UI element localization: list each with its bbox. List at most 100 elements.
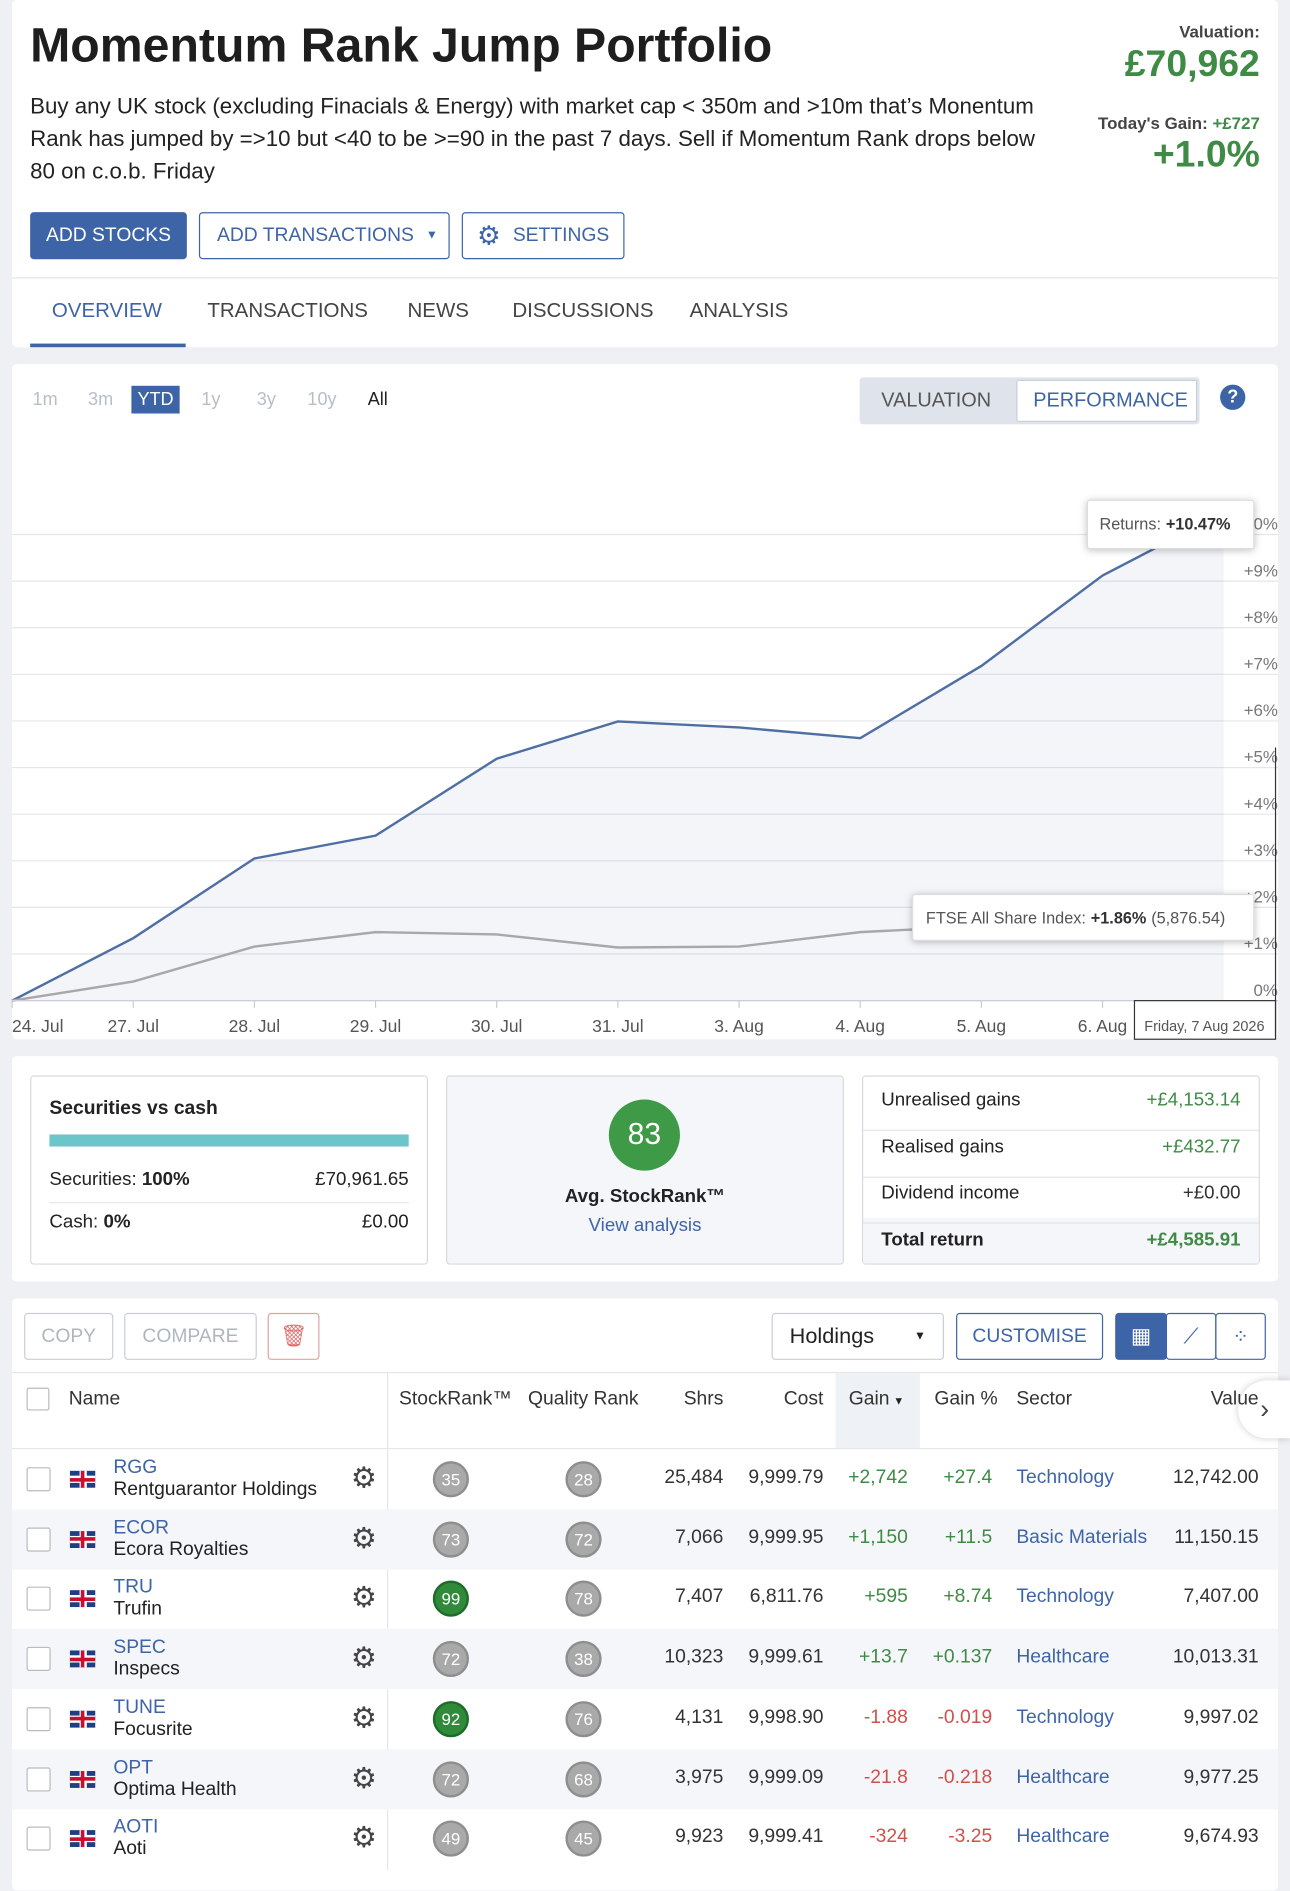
gear[interactable]: ⚙ [350,1761,377,1795]
view-select[interactable]: Holdings ▼ [771,1312,944,1360]
gear[interactable]: ⚙ [350,1582,377,1615]
x-tick-label: 30. Jul [471,1016,522,1036]
gear[interactable]: ⚙ [350,1522,377,1555]
range[interactable]: All [367,389,388,410]
gear[interactable]: ⚙ [350,1821,377,1855]
y-tick-label: +5% [1244,748,1278,767]
column-header[interactable]: Quality Rank [528,1388,639,1410]
checkbox[interactable] [26,1646,51,1672]
cell: 9,999.41 [748,1826,824,1848]
add-transactions[interactable]: ADD TRANSACTIONS ▼ [198,212,450,260]
label: ADD TRANSACTIONS [217,224,414,246]
sector[interactable]: Healthcare [1016,1766,1110,1788]
ticker[interactable]: SPEC [113,1637,166,1658]
cell: +13.7 [859,1646,908,1668]
ticker[interactable]: TRU [113,1577,153,1598]
row-bg [12,1628,1278,1690]
ticker[interactable]: OPT [113,1757,153,1778]
gear[interactable]: ⚙ [350,1462,377,1495]
avg-link[interactable]: View analysis [588,1215,702,1236]
x-tick-label: 28. Jul [229,1016,280,1036]
checkbox[interactable] [26,1527,51,1552]
cell: 3,975 [675,1766,724,1788]
checkbox[interactable] [26,1706,51,1731]
tab[interactable]: OVERVIEW [51,298,162,322]
add-stocks[interactable]: ADD STOCKS [30,212,187,260]
ticker[interactable]: RGG [113,1457,158,1479]
copy[interactable]: COPY [24,1312,114,1360]
range[interactable]: 10y [307,389,337,410]
date-tooltip-text: Friday, 7 Aug 2026 [1144,1019,1264,1035]
range[interactable]: 3m [88,389,114,410]
return-value: +£0.00 [1182,1182,1241,1204]
sector[interactable]: Healthcare [1016,1646,1110,1668]
y-tick-label: +6% [1244,701,1278,720]
checkbox[interactable] [26,1587,51,1612]
tab[interactable]: NEWS [407,298,469,322]
column-header[interactable]: StockRank™ [399,1388,512,1410]
range[interactable]: 3y [256,389,276,410]
scroll-right[interactable]: › [1238,1380,1290,1439]
mode-performance[interactable]: PERFORMANCE [1033,389,1188,412]
return-label: Unrealised gains [881,1089,1021,1111]
cell: -21.8 [863,1766,908,1788]
column-header[interactable]: Cost [783,1388,824,1410]
help[interactable]: ? [1220,384,1246,410]
securities-row: Cash: 0% [49,1212,130,1234]
column-header[interactable]: Name [68,1388,121,1410]
chart-view[interactable]: ⟋ [1165,1312,1217,1360]
column-header[interactable]: Shrs [683,1388,724,1410]
cell: 11,150.15 [1174,1527,1259,1548]
range[interactable]: 1m [32,389,58,410]
company-name: Focusrite [113,1718,193,1740]
rank-badge: 76 [565,1700,602,1738]
mode-valuation[interactable]: VALUATION [881,389,992,412]
scatter-view[interactable]: ⁘ [1215,1312,1266,1360]
index-tooltip [912,893,1255,941]
checkbox[interactable] [26,1766,51,1791]
table-view[interactable]: ▦ [1115,1312,1168,1360]
settings[interactable]: ⚙ SETTINGS [461,212,625,260]
checkbox[interactable] [26,1387,50,1411]
divider [863,1129,1259,1131]
y-tick-label: +3% [1244,841,1278,860]
column-header[interactable]: Value [1210,1388,1259,1410]
date-tooltip [1133,1000,1277,1040]
sector[interactable]: Basic Materials [1016,1527,1148,1548]
ticker[interactable]: ECOR [113,1517,170,1538]
sector[interactable]: Technology [1016,1706,1114,1728]
securities-box [30,1075,428,1265]
cell: 10,013.31 [1172,1646,1259,1668]
cell: 7,066 [675,1527,724,1548]
tab[interactable]: DISCUSSIONS [512,298,654,322]
tab[interactable]: TRANSACTIONS [207,298,368,322]
tab[interactable]: ANALYSIS [689,298,789,322]
column-header[interactable]: Gain [848,1388,890,1410]
range[interactable]: YTD [131,385,180,414]
level: (5,876.54) [1151,909,1225,927]
delete[interactable]: 🗑 [267,1312,320,1360]
checkbox[interactable] [26,1826,51,1851]
column-header[interactable]: Gain % [934,1388,998,1410]
gear[interactable]: ⚙ [350,1642,377,1675]
chart: 0%+1%+2%+3%+4%+5%+6%+7%+8%+9%+10%24. Jul… [11,499,1278,1040]
flag [69,1590,96,1608]
rank-badge: 72 [432,1640,469,1678]
checkbox[interactable] [26,1467,51,1492]
ticker[interactable]: TUNE [113,1697,166,1718]
range[interactable]: 1y [201,389,221,410]
gear[interactable]: ⚙ [350,1702,377,1735]
y-tick-label: +7% [1244,655,1278,674]
x-tick-label: 6. Aug [1078,1016,1128,1036]
column-header[interactable]: Sector [1016,1388,1073,1410]
compare[interactable]: COMPARE [124,1312,257,1360]
sector[interactable]: Technology [1016,1587,1114,1608]
customise[interactable]: CUSTOMISE [956,1312,1104,1360]
sector[interactable]: Healthcare [1016,1826,1110,1848]
sector[interactable]: Technology [1016,1467,1114,1488]
rank-badge: 28 [565,1461,602,1498]
ticker[interactable]: AOTI [113,1817,159,1838]
flag [69,1830,96,1848]
rank-badge: 72 [432,1760,469,1797]
